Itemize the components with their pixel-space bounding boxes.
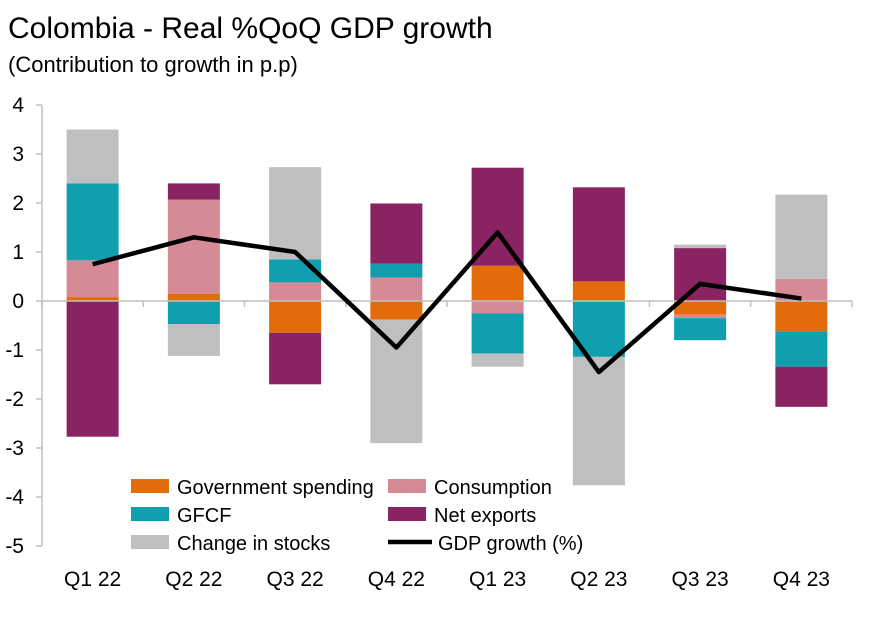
- bar-series-group: [66, 129, 828, 486]
- bar-gfcf-q1-23: [471, 313, 524, 354]
- bar-net-exports-q2-22: [167, 183, 220, 200]
- bar-change-in-stocks-q3-23: [674, 244, 727, 249]
- bar-net-exports-q4-22: [370, 203, 423, 264]
- x-axis-labels: Q1 22 Q2 22 Q3 22 Q4 22 Q1 23 Q2 23 Q3 23 Q4 23: [64, 568, 830, 591]
- bar-gfcf-q1-22: [66, 183, 119, 261]
- bar-consumption-q4-22: [370, 277, 423, 301]
- x-tick-label: Q1 23: [469, 568, 526, 591]
- bar-government-spending-q3-22: [269, 301, 322, 333]
- x-axis: [41, 300, 853, 307]
- legend: Government spending Consumption GFCF Net ex…: [131, 477, 583, 555]
- y-tick-label: -5: [5, 535, 24, 558]
- x-tick-label: Q2 22: [165, 568, 222, 591]
- x-tick-label: Q4 23: [773, 568, 830, 591]
- x-tick-label: Q4 22: [368, 568, 425, 591]
- bar-government-spending-q1-23: [471, 265, 524, 301]
- chart-title: Colombia - Real %QoQ GDP growth: [8, 12, 493, 45]
- bar-change-in-stocks-q3-22: [269, 167, 322, 260]
- bar-gfcf-q2-22: [167, 301, 220, 325]
- y-tick-label: -2: [5, 388, 24, 411]
- gdp-line-group: [92, 230, 802, 375]
- x-tick-label: Q1 22: [64, 568, 121, 591]
- bar-government-spending-q4-23: [775, 301, 828, 332]
- x-tick-label: Q2 23: [570, 568, 627, 591]
- legend-label: Consumption: [434, 477, 552, 499]
- legend-label: GDP growth (%): [438, 533, 583, 555]
- bar-net-exports-q3-23: [674, 248, 727, 301]
- y-tick-label: -1: [5, 339, 24, 362]
- legend-label: Net exports: [434, 505, 536, 527]
- bar-change-in-stocks-q1-22: [66, 129, 119, 184]
- legend-swatch: [388, 479, 426, 493]
- legend-swatch: [131, 535, 169, 549]
- bar-gfcf-q3-23: [674, 318, 727, 341]
- x-tick-label: Q3 23: [672, 568, 729, 591]
- y-tick-label: 2: [12, 192, 24, 215]
- bar-government-spending-q1-22: [66, 297, 119, 301]
- legend-label: Change in stocks: [177, 533, 330, 555]
- x-tick-label: Q3 22: [267, 568, 324, 591]
- bar-change-in-stocks-q4-22: [370, 319, 423, 444]
- bar-change-in-stocks-q1-23: [471, 353, 524, 367]
- bar-government-spending-q2-22: [167, 293, 220, 301]
- chart-subtitle: (Contribution to growth in p.p): [8, 52, 298, 77]
- bar-government-spending-q4-22: [370, 301, 423, 320]
- bar-change-in-stocks-q4-23: [775, 194, 828, 279]
- y-tick-label: 1: [12, 241, 24, 264]
- legend-label: GFCF: [177, 505, 231, 527]
- bar-net-exports-q1-22: [66, 301, 119, 437]
- bar-net-exports-q3-22: [269, 332, 322, 385]
- gdp-growth-line: [92, 230, 802, 375]
- bar-consumption-q1-22: [66, 260, 119, 298]
- y-tick-label: 0: [12, 290, 24, 313]
- bar-change-in-stocks-q2-22: [167, 324, 220, 356]
- bar-net-exports-q2-23: [572, 187, 625, 282]
- bar-net-exports-q4-23: [775, 366, 828, 407]
- legend-swatch: [131, 479, 169, 493]
- bar-consumption-q1-23: [471, 301, 524, 314]
- y-tick-label: -3: [5, 437, 24, 460]
- bar-gfcf-q4-23: [775, 331, 828, 367]
- bar-consumption-q3-23: [674, 314, 727, 319]
- legend-label: Government spending: [177, 477, 374, 499]
- y-tick-label: 3: [12, 143, 24, 166]
- bar-government-spending-q3-23: [674, 301, 727, 315]
- bar-gfcf-q4-22: [370, 263, 423, 278]
- y-axis: 4 3 2 1 0 -1 -2 -3 -4 -5: [5, 94, 43, 558]
- legend-swatch: [388, 507, 426, 521]
- bar-consumption-q3-22: [269, 282, 322, 301]
- bar-consumption-q2-22: [167, 199, 220, 294]
- y-tick-label: 4: [12, 94, 24, 117]
- y-tick-label: -4: [5, 486, 24, 509]
- bar-government-spending-q2-23: [572, 281, 625, 301]
- legend-swatch: [131, 507, 169, 521]
- bar-change-in-stocks-q2-23: [572, 356, 625, 486]
